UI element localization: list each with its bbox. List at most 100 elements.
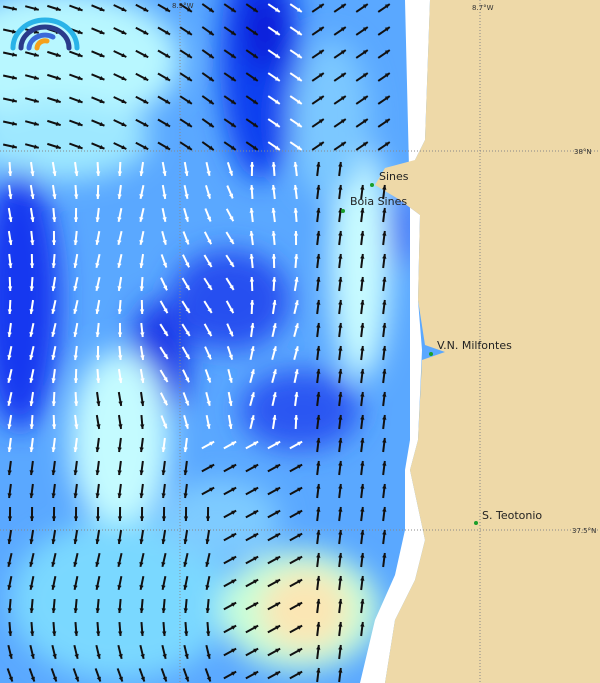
current-arrow (249, 184, 255, 200)
current-arrow (73, 368, 79, 384)
current-arrow (117, 552, 123, 568)
current-arrow (316, 207, 321, 223)
current-arrow (73, 207, 79, 223)
current-arrow (311, 72, 325, 82)
current-arrow (360, 253, 365, 269)
current-arrow (51, 253, 56, 269)
current-arrow (360, 483, 365, 499)
current-arrow (271, 276, 277, 292)
current-arrow (338, 529, 343, 545)
current-arrow (30, 161, 35, 177)
current-arrow (205, 161, 211, 177)
current-arrow (338, 276, 343, 292)
place-marker[interactable] (370, 183, 374, 187)
current-arrow (139, 575, 145, 591)
current-arrow (73, 391, 79, 407)
current-arrow (205, 575, 211, 591)
current-arrow (377, 141, 391, 151)
current-arrow (316, 322, 321, 338)
current-arrow (377, 118, 391, 128)
current-arrow (161, 460, 166, 476)
current-arrow (294, 391, 299, 407)
current-arrow (161, 575, 167, 591)
current-arrow (95, 483, 100, 499)
current-arrow (69, 142, 83, 150)
current-arrow (29, 414, 35, 430)
current-arrow (201, 118, 215, 128)
current-arrow (382, 207, 387, 223)
place-marker[interactable] (429, 352, 433, 356)
current-arrow (183, 552, 189, 568)
current-arrow (249, 345, 255, 361)
current-arrow (245, 532, 259, 542)
current-arrow (245, 555, 259, 565)
place-marker[interactable] (474, 521, 478, 525)
current-arrow (2, 120, 18, 126)
current-arrow (316, 345, 321, 361)
current-arrow (73, 506, 79, 522)
current-arrow (293, 322, 299, 338)
current-arrow (289, 601, 303, 611)
place-marker[interactable] (341, 209, 345, 213)
current-arrow (161, 529, 167, 545)
current-arrow (333, 141, 347, 151)
current-arrow (139, 161, 145, 177)
current-arrow (29, 184, 35, 200)
current-arrow (338, 230, 343, 246)
current-arrow (135, 26, 149, 36)
current-arrow (73, 575, 79, 591)
current-arrow (360, 621, 365, 637)
current-arrow (201, 486, 215, 496)
current-arrow (223, 532, 237, 542)
current-arrow (181, 277, 191, 291)
current-arrow (183, 184, 189, 200)
current-arrow (7, 322, 12, 338)
current-arrow (225, 254, 235, 268)
current-arrow (73, 345, 78, 361)
current-arrow (51, 230, 57, 246)
current-arrow (289, 49, 303, 59)
current-arrow (95, 598, 100, 614)
current-arrow (95, 575, 101, 591)
current-arrow (183, 460, 188, 476)
current-arrow (24, 97, 40, 103)
current-arrow (161, 552, 167, 568)
current-arrow (7, 575, 13, 591)
current-arrow (117, 598, 122, 614)
current-arrow (95, 299, 101, 315)
current-arrow (316, 414, 321, 430)
current-arrow (271, 184, 276, 200)
current-arrow (267, 440, 281, 450)
current-arrow (289, 647, 303, 657)
current-arrow (271, 207, 276, 223)
current-arrow (225, 277, 235, 291)
current-arrow (117, 483, 122, 499)
current-arrow (316, 276, 321, 292)
current-arrow (182, 392, 190, 406)
current-arrow (117, 644, 123, 660)
current-arrow (289, 440, 303, 450)
current-arrow (51, 552, 57, 568)
current-arrow (245, 647, 259, 657)
current-arrow (245, 72, 259, 82)
current-arrow (69, 4, 83, 12)
current-arrow (2, 97, 18, 103)
current-arrow (139, 644, 145, 660)
current-arrow (2, 74, 18, 80)
current-arrow (47, 4, 61, 12)
current-arrow (157, 3, 171, 13)
current-arrow (249, 391, 255, 407)
longitude-label: 8.9°W (172, 2, 194, 10)
current-arrow (203, 254, 213, 268)
current-arrow (271, 230, 276, 246)
current-arrow (30, 621, 35, 637)
current-arrow (289, 624, 303, 634)
current-arrow (118, 345, 123, 361)
current-arrow (139, 345, 145, 361)
current-arrow (7, 414, 13, 430)
current-arrow (140, 322, 145, 338)
current-arrow (377, 3, 391, 13)
current-arrow (7, 299, 13, 315)
current-arrow (95, 506, 101, 522)
